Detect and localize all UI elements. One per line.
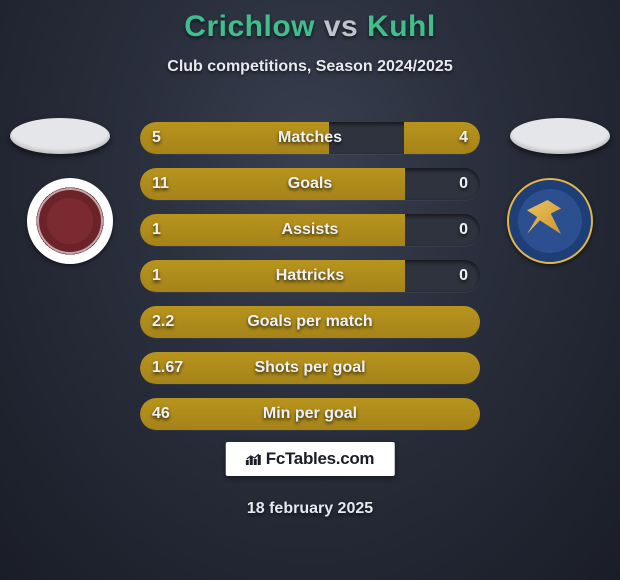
- stat-row: 10Hattricks: [140, 260, 480, 292]
- stat-label: Hattricks: [140, 260, 480, 292]
- player1-name: Crichlow: [184, 10, 315, 43]
- stat-label: Shots per goal: [140, 352, 480, 384]
- stat-label: Goals per match: [140, 306, 480, 338]
- site-name: FcTables.com: [266, 449, 375, 468]
- player2-avatar: [510, 118, 610, 154]
- stat-bars: 54Matches 110Goals 10Assists 10Hattricks 2.2…: [140, 122, 480, 444]
- stat-row: 2.2Goals per match: [140, 306, 480, 338]
- club-badge-right: [507, 178, 593, 264]
- vs-text: vs: [324, 10, 358, 43]
- subtitle: Club competitions, Season 2024/2025: [0, 58, 620, 76]
- comparison-card: Crichlow vs Kuhl Club competitions, Seas…: [0, 0, 620, 580]
- stat-row: 46Min per goal: [140, 398, 480, 430]
- stat-row: 10Assists: [140, 214, 480, 246]
- stat-row: 54Matches: [140, 122, 480, 154]
- page-title: Crichlow vs Kuhl: [0, 0, 620, 44]
- chart-icon: [246, 450, 262, 462]
- stat-row: 1.67Shots per goal: [140, 352, 480, 384]
- player2-name: Kuhl: [367, 10, 436, 43]
- stat-label: Min per goal: [140, 398, 480, 430]
- site-logo: FcTables.com: [226, 442, 395, 476]
- player1-avatar: [10, 118, 110, 154]
- stat-row: 110Goals: [140, 168, 480, 200]
- stat-label: Assists: [140, 214, 480, 246]
- date-text: 18 february 2025: [0, 500, 620, 518]
- stat-label: Matches: [140, 122, 480, 154]
- club-badge-left: [27, 178, 113, 264]
- stat-label: Goals: [140, 168, 480, 200]
